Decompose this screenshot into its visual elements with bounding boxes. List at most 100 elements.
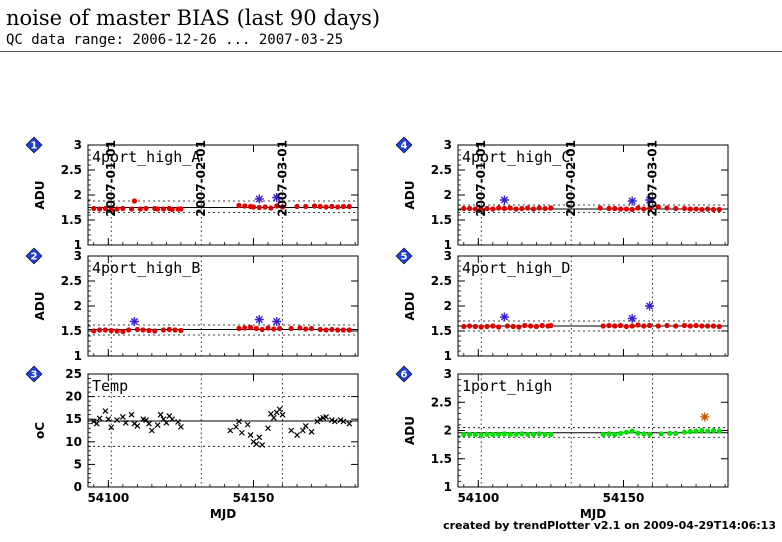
data-point-6-8 (507, 431, 513, 438)
data-point-3-26 (236, 418, 242, 425)
outlier-point-5-2 (645, 301, 655, 311)
data-point-5-0 (461, 323, 467, 330)
data-point-5-2 (472, 323, 479, 330)
outlier-point-1-0 (254, 194, 264, 204)
x-axis-title-2: MJD (580, 507, 606, 521)
data-point-3-42 (299, 427, 306, 434)
date-label-1-3: 2007-03-01 (276, 140, 290, 217)
data-point-6-19 (617, 430, 624, 436)
data-point-5-6 (496, 324, 502, 330)
data-point-6-22 (635, 430, 641, 436)
ytick-label-2-2: 2 (74, 299, 82, 313)
ytick-label-5-0: 1 (444, 349, 452, 363)
data-point-3-38 (276, 406, 283, 413)
data-point-1-23 (268, 205, 274, 211)
xtick-label-1-1: 54150 (233, 491, 275, 505)
data-point-4-15 (548, 205, 554, 211)
data-point-2-16 (242, 325, 248, 331)
chart-title: noise of master BIAS (last 90 days) (6, 6, 381, 30)
data-point-1-12 (160, 206, 167, 212)
data-point-1-14 (169, 206, 175, 213)
data-point-6-10 (519, 431, 525, 437)
panel-label-1: 4port_high_A (92, 148, 200, 166)
ytick-label-3-5: 25 (65, 367, 82, 381)
data-point-5-25 (655, 323, 661, 329)
panel-badge-3 (25, 365, 43, 383)
panel-badge-number-6: 6 (401, 370, 408, 381)
credit-line: created by trendPlotter v2.1 on 2009-04-… (443, 519, 776, 532)
data-point-6-34 (716, 428, 722, 434)
data-point-1-3 (108, 206, 114, 213)
ytick-label-1-3: 2.5 (61, 163, 82, 177)
data-point-2-21 (271, 326, 277, 332)
data-point-1-2 (102, 205, 109, 212)
data-point-5-18 (612, 323, 618, 329)
panel-label-4: 4port_high_C (462, 148, 570, 166)
data-point-6-13 (536, 431, 542, 437)
data-point-3-33 (259, 442, 266, 448)
outlier-point-2-2 (272, 317, 282, 326)
data-point-4-18 (612, 205, 618, 212)
data-point-3-44 (308, 428, 315, 435)
ytick-label-3-4: 20 (65, 390, 82, 404)
data-point-4-23 (641, 206, 647, 212)
data-point-2-3 (108, 327, 114, 334)
data-point-4-20 (623, 206, 629, 212)
data-point-2-19 (259, 326, 265, 333)
data-point-6-6 (496, 431, 502, 438)
data-point-1-30 (323, 204, 329, 210)
data-point-1-22 (262, 204, 268, 210)
ytick-label-6-0: 1 (444, 480, 452, 494)
data-point-6-16 (600, 431, 606, 438)
data-point-3-1 (93, 420, 100, 427)
data-point-2-22 (277, 325, 283, 332)
ytick-label-3-2: 10 (65, 435, 82, 449)
data-point-2-5 (120, 328, 126, 335)
ytick-label-1-4: 3 (74, 138, 82, 152)
data-point-2-9 (146, 327, 152, 334)
data-point-4-28 (681, 205, 688, 212)
ytick-label-6-4: 3 (444, 367, 452, 381)
data-point-4-13 (536, 205, 542, 211)
ytick-label-1-2: 2 (74, 188, 82, 202)
data-point-4-3 (478, 206, 484, 213)
data-point-6-21 (629, 428, 635, 434)
ytick-label-1-1: 1.5 (61, 213, 82, 227)
data-point-4-31 (699, 206, 705, 213)
data-point-2-17 (247, 324, 254, 331)
data-point-4-33 (710, 206, 717, 213)
data-point-3-15 (148, 427, 155, 434)
panel-frame-3 (87, 373, 359, 488)
ytick-label-3-0: 0 (74, 480, 82, 494)
ytick-label-4-0: 1 (444, 238, 452, 252)
data-point-6-12 (530, 431, 537, 438)
data-point-3-9 (128, 411, 135, 418)
date-label-1-1: 2007-01-01 (104, 140, 118, 217)
ytick-label-4-1: 1.5 (431, 213, 452, 227)
data-point-2-23 (288, 325, 294, 332)
data-point-1-1 (97, 206, 103, 212)
data-point-5-7 (504, 323, 510, 329)
data-point-3-52 (340, 418, 347, 425)
data-point-3-46 (317, 416, 324, 423)
data-point-5-26 (664, 322, 670, 329)
data-point-5-19 (617, 322, 624, 329)
data-point-1-7 (131, 198, 138, 204)
data-point-5-11 (527, 323, 534, 329)
panel-badge-number-5: 5 (401, 252, 408, 263)
data-point-5-28 (681, 322, 688, 329)
data-point-6-15 (548, 431, 554, 438)
data-point-1-9 (143, 205, 149, 212)
data-point-5-17 (606, 322, 612, 329)
data-point-5-21 (629, 323, 635, 329)
data-point-5-31 (699, 323, 705, 329)
data-point-1-18 (242, 203, 248, 209)
data-point-5-23 (641, 323, 647, 329)
outlier-point-1-1 (272, 193, 282, 202)
ytick-label-6-3: 2.5 (431, 395, 452, 409)
outlier-point-4-1 (627, 196, 637, 206)
data-point-3-48 (323, 414, 329, 420)
data-point-3-32 (256, 434, 263, 441)
data-point-5-9 (516, 324, 522, 330)
data-point-3-39 (279, 411, 286, 418)
